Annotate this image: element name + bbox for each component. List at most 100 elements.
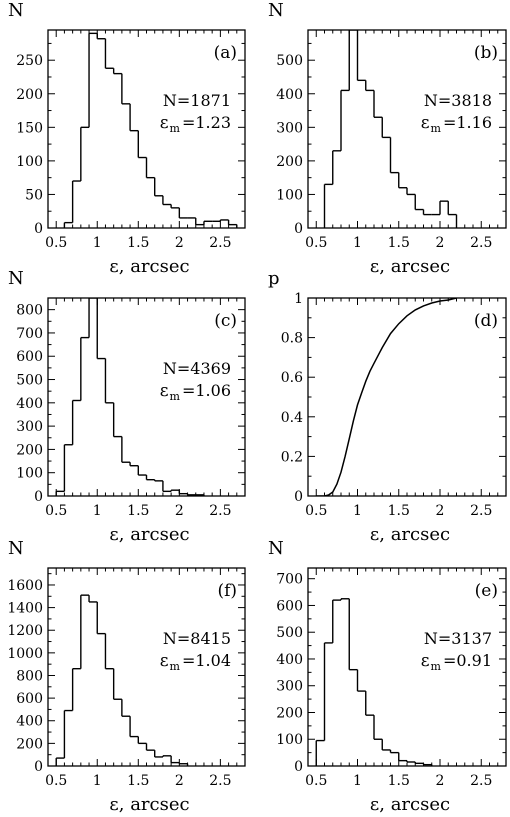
- y-axis-label: N: [268, 0, 284, 21]
- x-tick-label: 0.5: [45, 773, 67, 789]
- y-tick-label: 100: [276, 732, 303, 748]
- x-tick-label: 0.5: [305, 235, 327, 251]
- x-tick-label: 2: [175, 773, 184, 789]
- panel-label: (a): [214, 43, 237, 63]
- x-tick-label: 2: [436, 773, 445, 789]
- median-annotation-value: =1.23: [182, 113, 231, 132]
- x-axis-label: ε, arcsec: [370, 794, 450, 815]
- x-axis-label: ε, arcsec: [109, 794, 189, 815]
- x-tick-label: 0.5: [45, 503, 67, 519]
- y-tick-label: 500: [16, 373, 43, 389]
- y-tick-label: 200: [276, 705, 303, 721]
- panel: 0.5 1 1.5 2 2.5 0 100 200 300 400 500 Nε, arcsec (b)…: [268, 0, 507, 277]
- y-tick-label: 0.6: [281, 370, 303, 386]
- x-tick-label: 0.5: [305, 773, 327, 789]
- x-axis-label: ε, arcsec: [370, 524, 450, 545]
- y-tick-label: 200: [16, 442, 43, 458]
- y-tick-label: 0: [294, 489, 303, 505]
- x-tick-label: 2: [175, 235, 184, 251]
- y-tick-label: 250: [16, 53, 43, 69]
- panel: 0.5 1 1.5 2 2.5 0 100 200 300 400 500 600 700 Nε, arc…: [268, 538, 507, 815]
- x-tick-label: 0.5: [45, 235, 67, 251]
- x-axis-label: ε, arcsec: [109, 256, 189, 277]
- y-tick-label: 700: [276, 572, 303, 588]
- x-tick-label: 2.5: [470, 235, 492, 251]
- panel-label: (e): [475, 581, 498, 601]
- y-tick-label: 400: [16, 714, 43, 730]
- y-axis-label: N: [8, 538, 24, 559]
- median-annotation-symbol: ε: [421, 113, 430, 133]
- y-tick-label: 600: [16, 691, 43, 707]
- y-tick-label: 0: [34, 759, 43, 775]
- x-tick-label: 2.5: [470, 773, 492, 789]
- panel: 0.5 1 1.5 2 2.5 0 200 400 600 800 1000 1200 1400 1600…: [7, 538, 246, 815]
- y-tick-label: 400: [276, 87, 303, 103]
- y-tick-label: 0.4: [281, 410, 303, 426]
- y-tick-label: 1400: [7, 601, 43, 617]
- y-tick-label: 600: [276, 598, 303, 614]
- y-tick-label: 1000: [7, 646, 43, 662]
- x-tick-label: 2: [175, 503, 184, 519]
- y-tick-label: 0: [34, 489, 43, 505]
- y-axis-label: N: [268, 538, 284, 559]
- panel-label: (f): [217, 581, 237, 601]
- y-tick-label: 0: [294, 221, 303, 237]
- x-tick-label: 1.5: [127, 235, 149, 251]
- median-annotation-subscript: m: [431, 660, 442, 673]
- x-tick-label: 2.5: [209, 503, 231, 519]
- y-tick-label: 400: [16, 396, 43, 412]
- count-annotation: N=3818: [424, 91, 492, 110]
- y-axis-label: N: [8, 268, 24, 289]
- x-tick-label: 2.5: [470, 503, 492, 519]
- x-tick-label: 1: [93, 503, 102, 519]
- y-tick-label: 200: [276, 154, 303, 170]
- x-tick-label: 1.5: [127, 503, 149, 519]
- median-annotation-subscript: m: [170, 390, 181, 403]
- x-tick-label: 2.5: [209, 773, 231, 789]
- x-tick-label: 0.5: [305, 503, 327, 519]
- y-tick-label: 700: [16, 326, 43, 342]
- y-tick-label: 800: [16, 303, 43, 319]
- y-tick-label: 600: [16, 349, 43, 365]
- panel-label: (b): [474, 43, 498, 63]
- y-tick-label: 500: [276, 625, 303, 641]
- count-annotation: N=3137: [424, 629, 492, 648]
- median-annotation-symbol: ε: [160, 113, 169, 133]
- x-tick-label: 2: [436, 503, 445, 519]
- x-axis-label: ε, arcsec: [109, 524, 189, 545]
- x-tick-label: 2: [436, 235, 445, 251]
- x-axis-label: ε, arcsec: [370, 256, 450, 277]
- median-annotation-value: =1.06: [182, 381, 231, 400]
- y-tick-label: 300: [16, 419, 43, 435]
- y-tick-label: 0.8: [281, 331, 303, 347]
- panel-label: (c): [214, 311, 237, 331]
- y-tick-label: 0: [34, 221, 43, 237]
- y-tick-label: 100: [276, 187, 303, 203]
- x-tick-label: 1: [93, 773, 102, 789]
- y-tick-label: 500: [276, 53, 303, 69]
- median-annotation-value: =1.04: [182, 651, 231, 670]
- cumulative-curve: [316, 298, 457, 496]
- y-tick-label: 0.2: [281, 449, 303, 465]
- median-annotation-subscript: m: [431, 122, 442, 135]
- panel-label: (d): [474, 311, 498, 331]
- y-tick-label: 50: [25, 187, 43, 203]
- y-axis-label: N: [8, 0, 24, 21]
- y-tick-label: 150: [16, 120, 43, 136]
- y-tick-label: 1: [294, 291, 303, 307]
- count-annotation: N=4369: [163, 359, 231, 378]
- y-tick-label: 300: [276, 120, 303, 136]
- y-tick-label: 200: [16, 736, 43, 752]
- median-annotation-value: =0.91: [443, 651, 492, 670]
- y-tick-label: 200: [16, 87, 43, 103]
- x-tick-label: 1.5: [127, 773, 149, 789]
- x-tick-label: 1: [353, 503, 362, 519]
- median-annotation-subscript: m: [170, 660, 181, 673]
- x-tick-label: 1.5: [388, 773, 410, 789]
- x-tick-label: 2.5: [209, 235, 231, 251]
- x-tick-label: 1: [353, 235, 362, 251]
- median-annotation-symbol: ε: [421, 651, 430, 671]
- count-annotation: N=8415: [163, 629, 231, 648]
